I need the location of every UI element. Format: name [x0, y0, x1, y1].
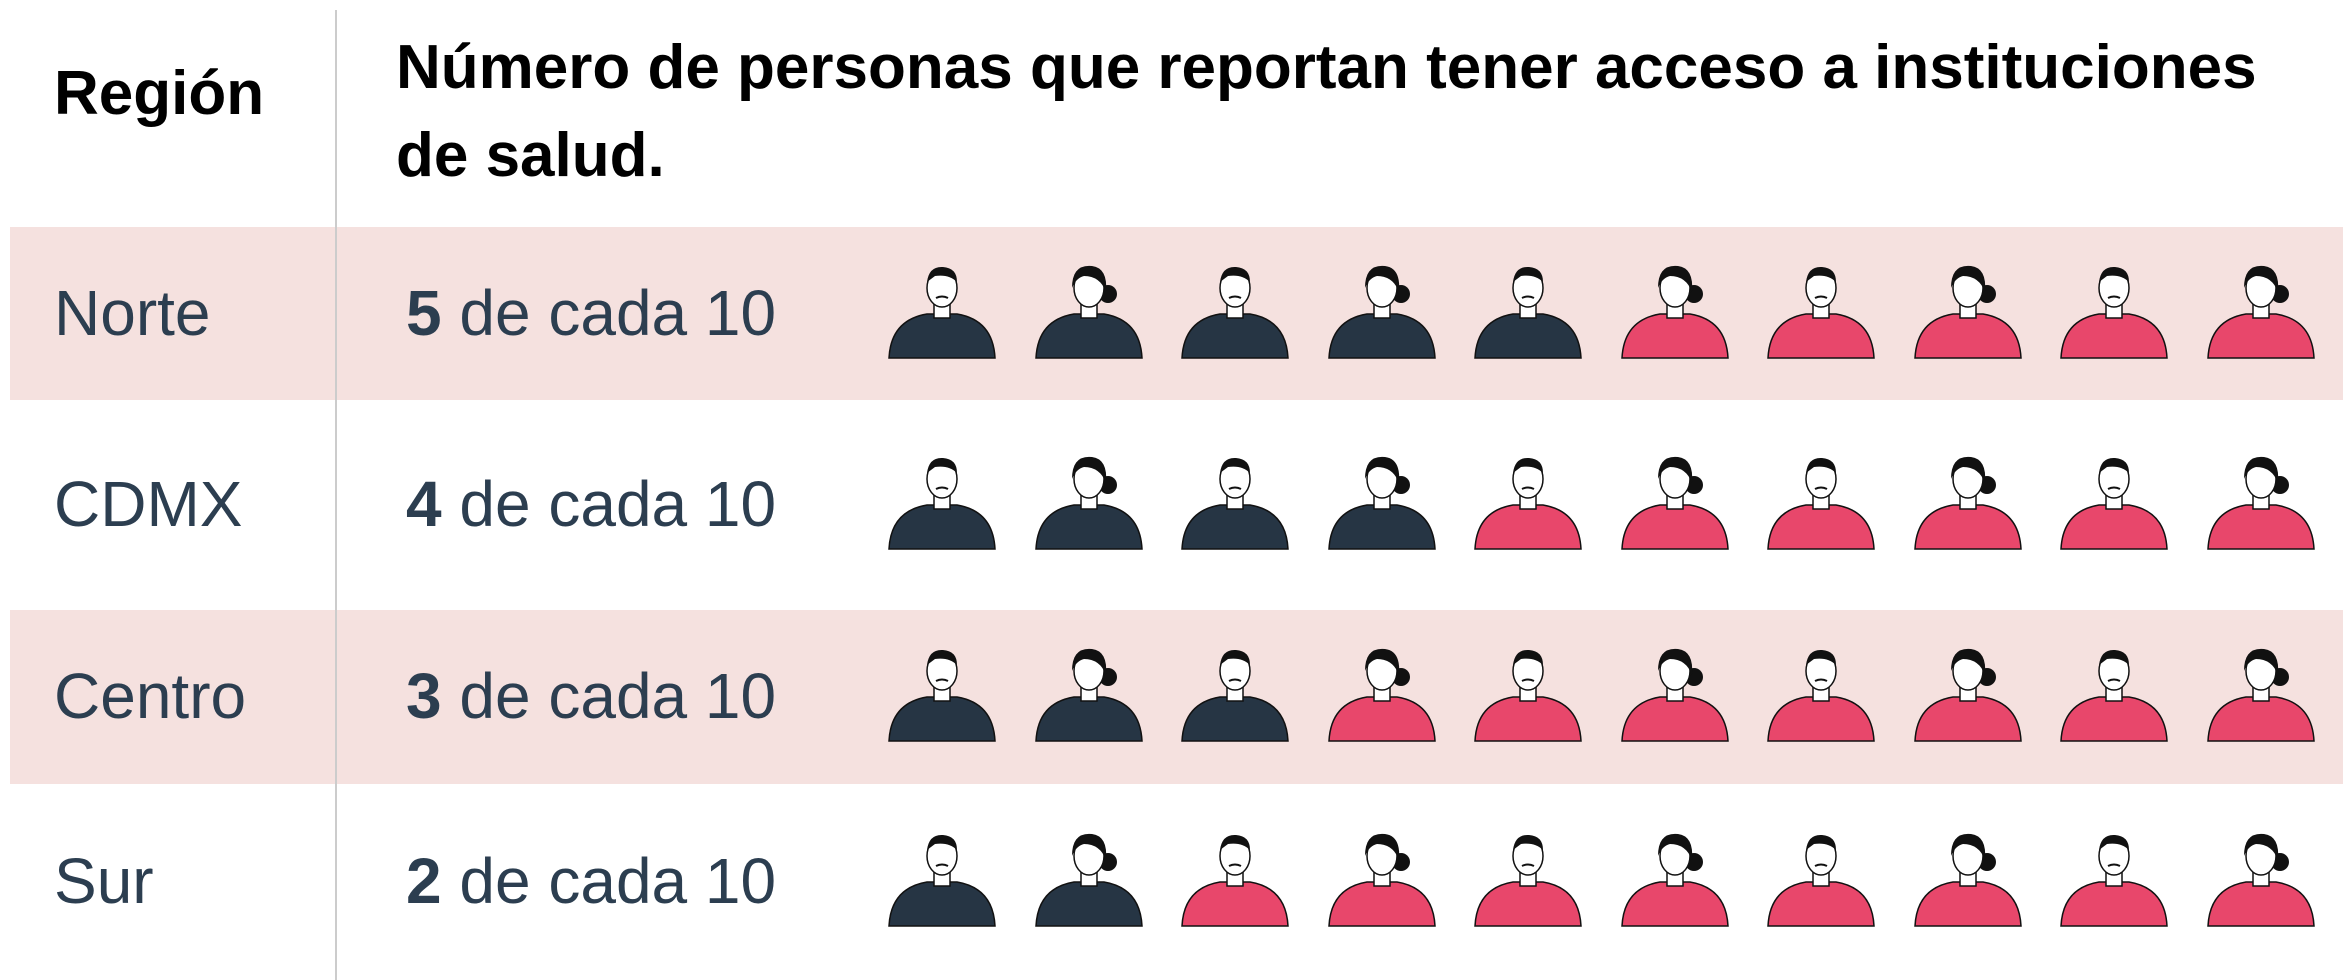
person-icon [1913, 833, 2022, 927]
person-icon [2060, 266, 2168, 359]
person-icon [1474, 457, 1582, 550]
connector: de cada [459, 468, 688, 540]
region-label: CDMX [54, 468, 243, 540]
count-text: 3 de cada 10 [406, 659, 776, 733]
person-icon [1181, 649, 1289, 742]
total: 10 [704, 845, 777, 917]
count-value: 4 [406, 468, 442, 540]
person-icon [1620, 833, 1729, 927]
total: 10 [704, 276, 777, 349]
person-icon [1181, 266, 1289, 359]
connector: de cada [459, 660, 688, 732]
person-icon [1181, 834, 1289, 927]
person-icon [1620, 456, 1729, 550]
count-text: 5 de cada 10 [406, 276, 776, 350]
person-icon [2206, 265, 2315, 359]
person-icon [1034, 833, 1143, 927]
person-icon [2206, 833, 2315, 927]
person-icon [1474, 266, 1582, 359]
person-icon [2060, 649, 2168, 742]
column-header: Región [54, 59, 265, 128]
person-icon [2060, 834, 2168, 927]
person-icon [1327, 648, 1436, 742]
region-label: Sur [54, 845, 154, 917]
divider [335, 10, 337, 980]
chart-title: Número de personas que reportan tener ac… [396, 33, 2257, 190]
person-icon [1913, 265, 2022, 359]
count-value: 3 [406, 660, 442, 732]
person-icon [1034, 265, 1143, 359]
person-icon [1327, 265, 1436, 359]
person-icon [2060, 457, 2168, 550]
person-icon [888, 266, 996, 359]
person-icon [1474, 649, 1582, 742]
person-icon [888, 649, 996, 742]
person-icon [1620, 648, 1729, 742]
person-icon [1767, 649, 1875, 742]
person-icon [888, 834, 996, 927]
person-icon [1913, 456, 2022, 550]
person-icon [1767, 266, 1875, 359]
person-icon [1913, 648, 2022, 742]
count-text: 4 de cada 10 [406, 467, 776, 541]
person-icon [1327, 456, 1436, 550]
person-icon [1327, 833, 1436, 927]
person-icon [1034, 456, 1143, 550]
count-value: 5 [406, 276, 442, 349]
person-icon [1181, 457, 1289, 550]
person-icon [1034, 648, 1143, 742]
count-text: 2 de cada 10 [406, 844, 776, 918]
region-label: Norte [54, 276, 211, 349]
person-icon [888, 457, 996, 550]
total: 10 [704, 660, 777, 732]
person-icon [1767, 834, 1875, 927]
connector: de cada [459, 845, 688, 917]
total: 10 [704, 468, 777, 540]
region-label: Centro [54, 660, 247, 732]
person-icon [1474, 834, 1582, 927]
person-icon [1767, 457, 1875, 550]
person-icon [2206, 648, 2315, 742]
person-icon [1620, 265, 1729, 359]
count-value: 2 [406, 845, 442, 917]
person-icon [2206, 456, 2315, 550]
connector: de cada [459, 276, 688, 349]
